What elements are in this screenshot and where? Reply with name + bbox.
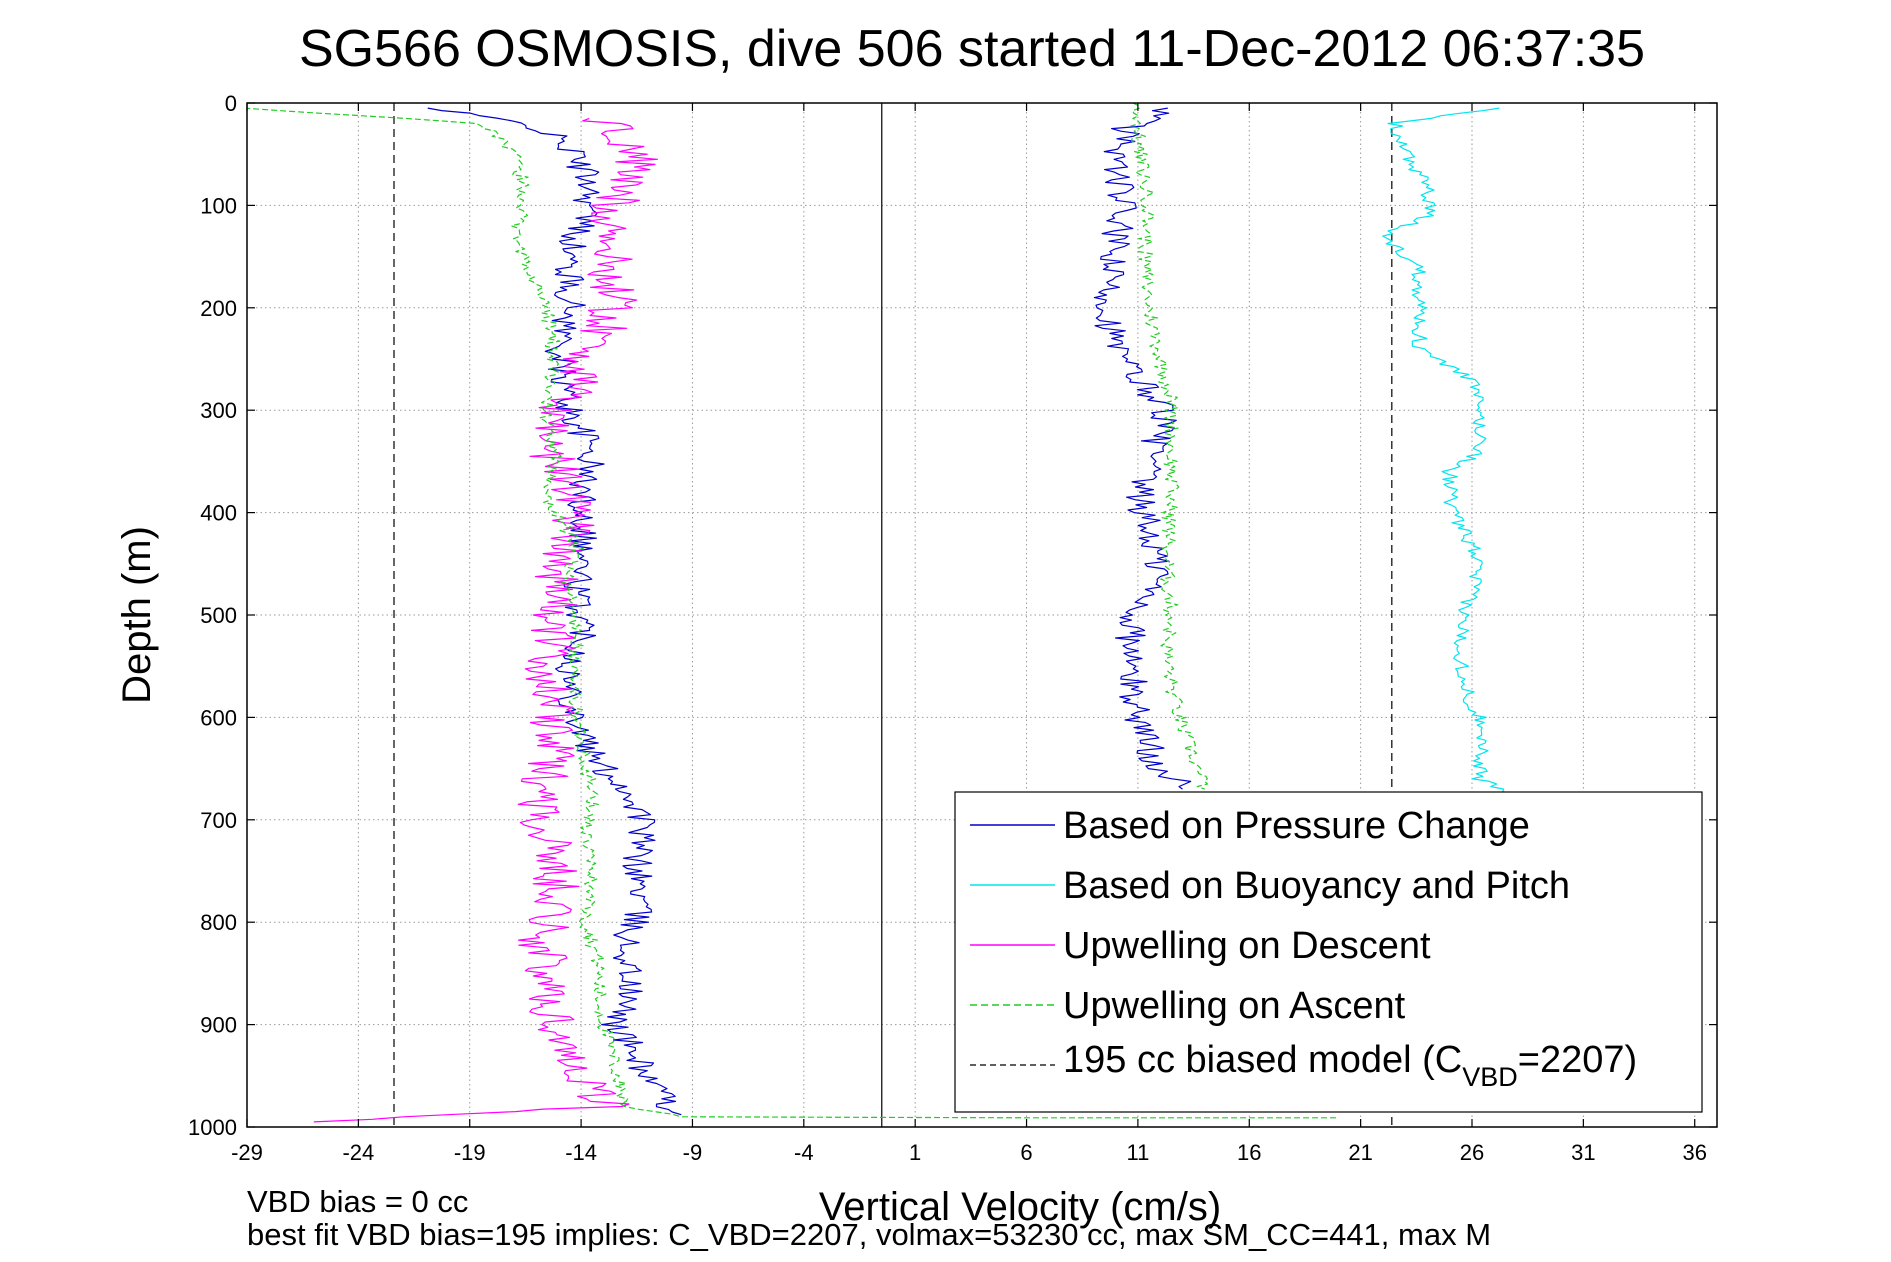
y-tick-label: 800 [200, 910, 237, 935]
x-tick-label: -9 [683, 1140, 703, 1165]
x-tick-label: 21 [1348, 1140, 1372, 1165]
x-tick-label: -19 [454, 1140, 486, 1165]
x-tick-label: 26 [1460, 1140, 1484, 1165]
x-tick-label: 11 [1126, 1140, 1149, 1165]
series-based-on-pressure-change [427, 107, 1192, 1116]
x-tick-label: -29 [231, 1140, 263, 1165]
legend-label-model: 195 cc biased model (CVBD=2207) [1063, 1039, 1637, 1092]
series-line [1130, 103, 1209, 790]
x-axis-label: Vertical Velocity (cm/s) [819, 1185, 1221, 1229]
legend-model-prefix: 195 cc biased model (C [1063, 1039, 1462, 1081]
y-tick-label: 400 [200, 501, 237, 526]
best-fit-note: best fit VBD bias=195 implies: C_VBD=220… [247, 1217, 1491, 1252]
y-tick-label: 100 [200, 193, 237, 218]
series-line [247, 107, 1339, 1119]
series-based-on-buoyancy-and-pitch [1382, 107, 1529, 800]
y-tick-label: 900 [200, 1013, 237, 1038]
legend-label-ascent: Upwelling on Ascent [1063, 985, 1406, 1027]
legend-model-suffix: =2207) [1518, 1039, 1637, 1081]
y-tick-label: 1000 [188, 1115, 237, 1140]
x-tick-label: 1 [909, 1140, 921, 1165]
legend: Based on Pressure Change Based on Buoyan… [954, 791, 1703, 1113]
chart-title: SG566 OSMOSIS, dive 506 started 11-Dec-2… [299, 20, 1645, 78]
y-axis-label: Depth (m) [115, 526, 159, 704]
x-tick-label: 16 [1237, 1140, 1261, 1165]
x-tick-label: 36 [1682, 1140, 1706, 1165]
reference-lines [393, 103, 1393, 1127]
series-upwelling-on-descent [313, 117, 659, 1123]
legend-label-pressure: Based on Pressure Change [1063, 805, 1530, 847]
legend-label-buoyancy: Based on Buoyancy and Pitch [1063, 865, 1570, 907]
x-tick-label: 31 [1571, 1140, 1595, 1165]
legend-box [954, 791, 1703, 1113]
y-tick-label: 0 [225, 91, 237, 116]
axis-ticks: -29 -24 -19 -14 -9 -4 1 6 11 16 21 26 31 360100200300… [188, 91, 1717, 1165]
vbd-bias-note: VBD bias = 0 cc [247, 1184, 468, 1219]
series-upwelling-on-ascent [247, 103, 1339, 1119]
y-tick-label: 600 [200, 705, 237, 730]
x-tick-label: -4 [794, 1140, 814, 1165]
legend-model-subscript: VBD [1462, 1062, 1518, 1092]
series-line [1382, 107, 1529, 800]
series-line [427, 107, 682, 1116]
y-tick-label: 700 [200, 808, 237, 833]
series-layer [247, 103, 1529, 1123]
y-tick-label: 200 [200, 296, 237, 321]
y-tick-label: 500 [200, 603, 237, 628]
series-line [313, 117, 659, 1123]
legend-label-descent: Upwelling on Descent [1063, 925, 1431, 967]
x-tick-label: -14 [565, 1140, 597, 1165]
x-tick-label: 6 [1020, 1140, 1032, 1165]
series-line [1093, 107, 1192, 790]
y-tick-label: 300 [200, 398, 237, 423]
x-tick-label: -24 [342, 1140, 374, 1165]
